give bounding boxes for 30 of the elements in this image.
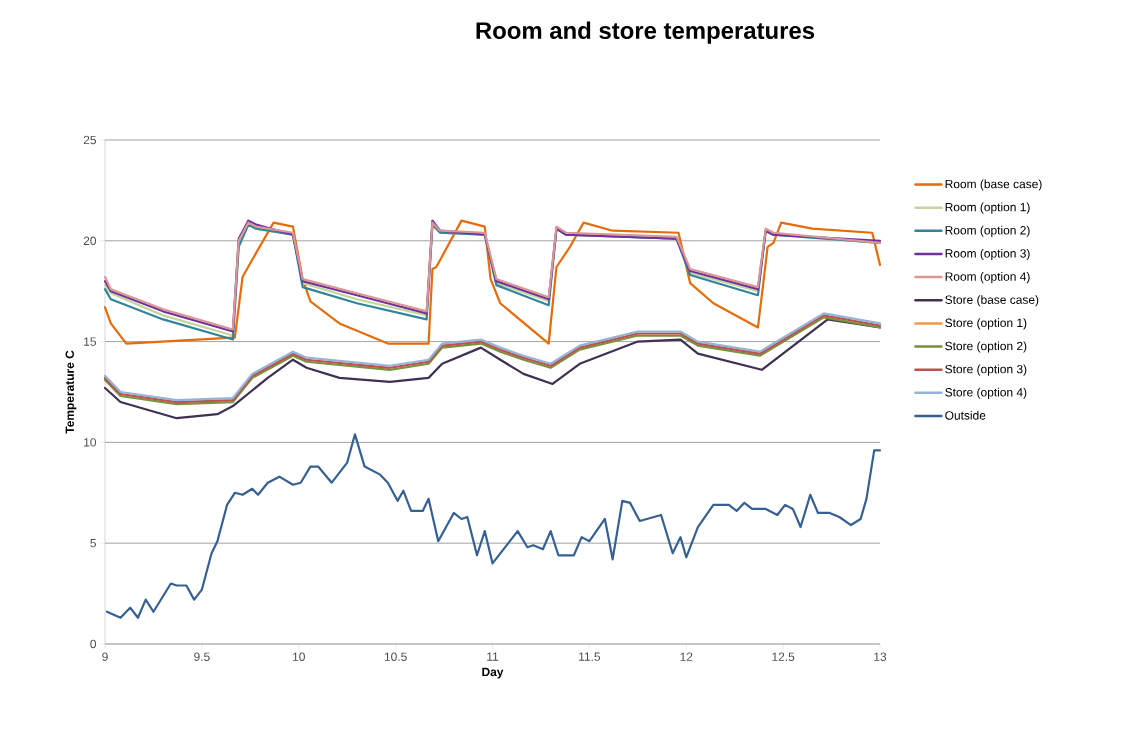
line-series [105,433,882,619]
x-tick-label: 12 [680,652,693,661]
legend-label: Store (option 2) [945,341,1027,353]
legend-label: Room (option 4) [945,272,1030,284]
y-tick-label: 0 [90,639,97,649]
y-axis-title: Temperature C [65,350,77,434]
legend-label: Store (option 3) [945,364,1027,376]
chart-title: Room and store temperatures [476,21,815,44]
legend-label: Room (option 2) [945,225,1030,237]
x-tick-label: 11 [487,652,499,661]
y-tick-label: 5 [90,539,96,548]
x-tick-label: 9.5 [194,652,210,661]
y-tick-label: 15 [84,337,96,346]
y-tick-label: 20 [83,236,97,246]
x-tick-label: 11.5 [579,652,601,661]
x-tick-label: 9 [102,652,108,661]
legend-label: Store (base case) [945,295,1039,307]
legend-label: Store (option 4) [945,387,1027,399]
legend-label: Room (option 3) [945,248,1030,261]
legend-label: Room (option 1) [945,202,1030,214]
legend-label: Outside [945,410,986,420]
x-tick-label: 10.5 [384,652,407,661]
x-axis-title: Day [482,667,504,679]
x-tick-label: 10 [293,652,305,661]
legend-label: Store (option 1) [945,318,1027,330]
y-tick-label: 10 [84,438,97,447]
x-tick-label: 12.5 [772,652,795,661]
x-tick-label: 13 [874,652,887,661]
legend-label: Room (base case) [945,179,1042,191]
y-tick-label: 25 [83,135,96,145]
